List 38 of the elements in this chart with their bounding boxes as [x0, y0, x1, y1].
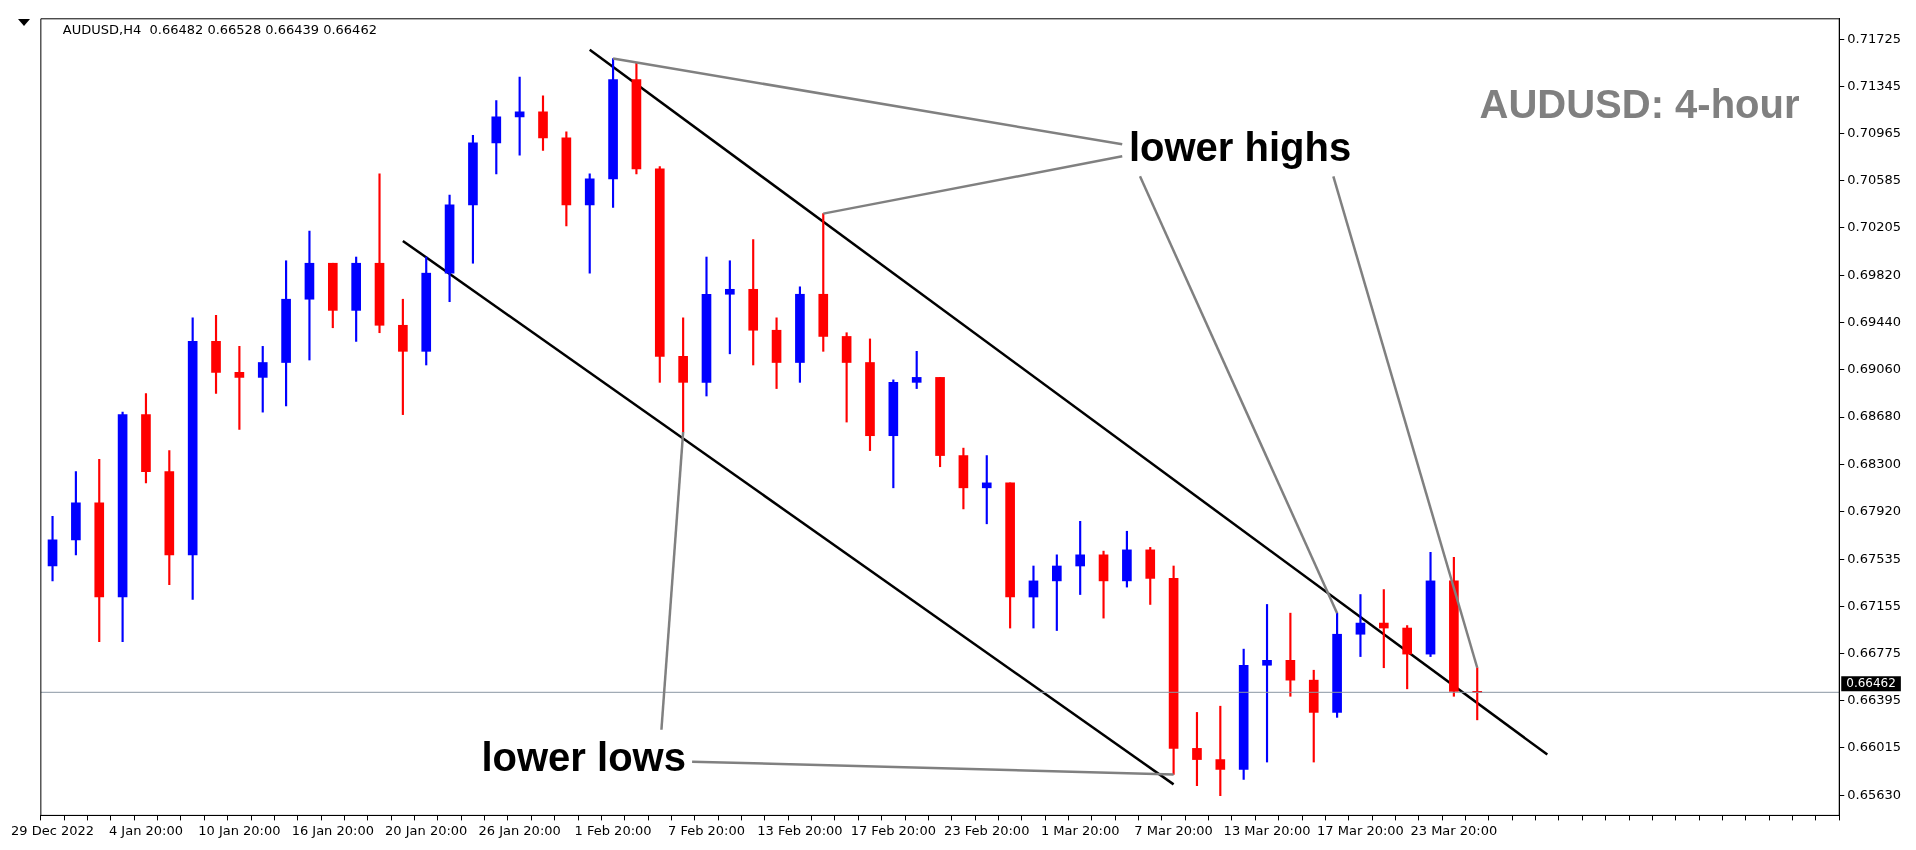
x-tick-label: 7 Mar 20:00 — [1134, 822, 1213, 838]
y-tick-label: 0.70205 — [1847, 219, 1902, 235]
x-tick-label: 10 Jan 20:00 — [198, 822, 281, 838]
y-tick-label: 0.66395 — [1847, 692, 1902, 707]
x-tick-label: 23 Mar 20:00 — [1410, 822, 1498, 838]
chart-title: AUDUSD,H4 0.66482 0.66528 0.66439 0.66462 — [62, 21, 377, 37]
x-tick-label: 29 Dec 2022 — [11, 822, 95, 838]
x-tick-label: 1 Feb 20:00 — [574, 822, 652, 838]
y-tick-label: 0.67920 — [1847, 502, 1902, 518]
y-tick-label: 0.71345 — [1847, 77, 1902, 93]
y-tick-label: 0.69060 — [1847, 361, 1902, 377]
annotation: lower lows — [481, 734, 686, 779]
x-tick-label: 7 Feb 20:00 — [667, 822, 746, 838]
y-tick-label: 0.68300 — [1847, 455, 1902, 471]
x-tick-label: 23 Feb 20:00 — [944, 822, 1030, 838]
x-tick-label: 4 Jan 20:00 — [108, 822, 183, 838]
ref-line-label: 0.66462 — [1846, 675, 1896, 690]
x-tick-label: 26 Jan 20:00 — [478, 822, 561, 838]
annotation: AUDUSD: 4-hour — [1479, 81, 1800, 126]
y-tick-label: 0.67535 — [1847, 550, 1902, 566]
y-tick-label: 0.69440 — [1847, 314, 1902, 330]
y-tick-label: 0.66775 — [1847, 644, 1902, 660]
y-tick-label: 0.70585 — [1847, 172, 1902, 188]
x-tick-label: 13 Feb 20:00 — [757, 822, 843, 838]
annotation: lower highs — [1128, 125, 1352, 170]
x-tick-label: 17 Feb 20:00 — [850, 822, 936, 838]
y-tick-label: 0.65630 — [1847, 786, 1902, 802]
x-tick-label: 17 Mar 20:00 — [1317, 822, 1404, 838]
x-tick-label: 1 Mar 20:00 — [1040, 822, 1120, 838]
y-tick-label: 0.71725 — [1847, 30, 1902, 46]
x-tick-label: 13 Mar 20:00 — [1223, 822, 1311, 838]
y-tick-label: 0.68680 — [1847, 408, 1902, 424]
y-tick-label: 0.70965 — [1847, 124, 1902, 140]
y-tick-label: 0.66015 — [1847, 739, 1902, 755]
x-tick-label: 16 Jan 20:00 — [291, 822, 374, 838]
x-tick-label: 20 Jan 20:00 — [385, 822, 468, 838]
y-tick-label: 0.69820 — [1847, 267, 1902, 283]
y-tick-label: 0.67155 — [1847, 597, 1902, 613]
